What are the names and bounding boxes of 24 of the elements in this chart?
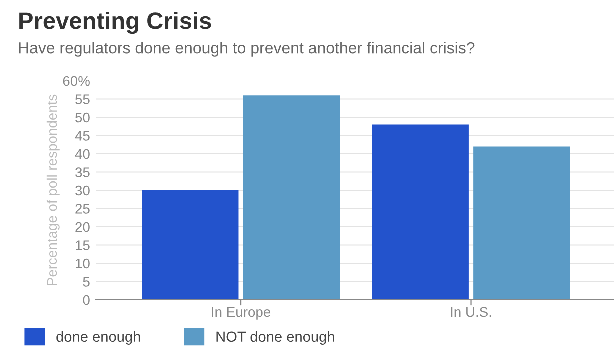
y-tick-label: 35 <box>76 168 90 178</box>
y-tick-label: 45 <box>75 131 90 141</box>
y-axis-title: Percentage of poll respondents <box>46 94 60 286</box>
x-tick-label: In Europe <box>212 307 271 320</box>
bar <box>372 124 469 300</box>
chart-title: Preventing Crisis <box>20 12 212 34</box>
bar <box>474 146 570 300</box>
y-tick-label: 40 <box>75 149 90 160</box>
y-tick-label: 50 <box>76 112 90 123</box>
chart-subtitle: Have regulators done enough to prevent another financial crisis? <box>19 42 475 57</box>
y-tick-label: 15 <box>76 240 90 250</box>
y-tick-label: 30 <box>76 186 90 196</box>
legend-label: NOT done enough <box>216 331 334 345</box>
y-tick-label: 10 <box>76 258 90 269</box>
y-tick-label: 55 <box>76 94 90 104</box>
x-tick-label: In U.S. <box>451 307 492 318</box>
y-tick-label: 60% <box>63 76 90 86</box>
bar <box>243 96 340 300</box>
y-tick-label: 20 <box>76 222 90 232</box>
y-tick-label: 5 <box>83 277 90 287</box>
y-tick-label: 0 <box>83 295 90 306</box>
y-tick-label: 25 <box>76 204 90 214</box>
legend-label: done enough <box>56 331 140 345</box>
bar <box>142 190 239 300</box>
